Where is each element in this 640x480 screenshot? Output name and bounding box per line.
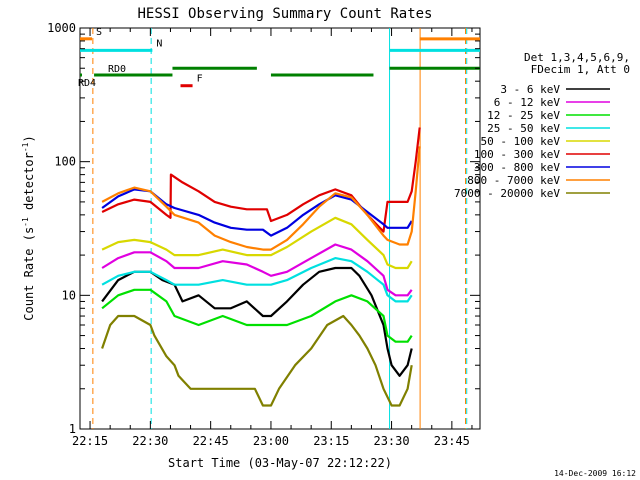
- legend-entry-label: 100 - 300 keV: [474, 148, 560, 161]
- series-line: [101, 188, 413, 237]
- series-line: [101, 243, 413, 297]
- x-tick-label: 23:00: [253, 434, 289, 448]
- legend-entry-label: 25 - 50 keV: [487, 122, 560, 135]
- axes: 22:15 22:30 22:45 23:00 23:15 23:30 23:45 1 10 10…: [47, 21, 480, 448]
- legend-entry-label: 800 - 7000 keV: [467, 174, 560, 187]
- y-axis-label-end: ): [22, 135, 36, 142]
- observing-flags: S N F RD0 RD4: [78, 27, 480, 89]
- legend-entry-label: 50 - 100 keV: [481, 135, 561, 148]
- flag-label: F: [197, 74, 203, 85]
- legend-header: FDecim 1, Att 0: [531, 63, 630, 76]
- series-line: [101, 216, 413, 270]
- y-axis-label-mid: detector: [22, 152, 36, 217]
- series-line: [101, 257, 413, 303]
- x-tick-label: 23:15: [313, 434, 349, 448]
- legend-entry-label: 12 - 25 keV: [487, 109, 560, 122]
- x-tick-label: 23:45: [434, 434, 470, 448]
- legend-entry-label: 6 - 12 keV: [494, 96, 561, 109]
- y-tick-label: 1000: [47, 21, 76, 35]
- flag-label: N: [156, 38, 162, 49]
- series-line: [101, 288, 413, 343]
- legend-header: Det 1,3,4,5,6,9,: [524, 51, 630, 64]
- y-axis-label-sup2: -1: [21, 142, 30, 152]
- flag-label: RD4: [78, 78, 96, 89]
- legend-entry-label: 7000 - 20000 keV: [454, 187, 560, 200]
- y-axis-label-sup1: -1: [21, 217, 30, 227]
- x-tick-label: 22:15: [72, 434, 108, 448]
- chart-title: HESSI Observing Summary Count Rates: [137, 6, 432, 22]
- y-axis-label-main: Count Rate (s: [22, 227, 36, 321]
- series-line: [101, 127, 421, 233]
- y-tick-label: 1: [69, 422, 76, 436]
- y-tick-label: 10: [62, 288, 76, 302]
- y-tick-label: 100: [54, 155, 76, 169]
- legend-entry-label: 3 - 6 keV: [500, 83, 560, 96]
- plot-frame: [79, 27, 481, 430]
- legend: Det 1,3,4,5,6,9,FDecim 1, Att 0 3 - 6 keV…: [454, 51, 630, 200]
- series-line: [101, 314, 413, 407]
- x-tick-label: 22:45: [193, 434, 229, 448]
- flag-label: RD0: [108, 64, 126, 75]
- legend-entry-label: 300 - 800 keV: [474, 161, 560, 174]
- series-line: [101, 146, 421, 251]
- flag-label: S: [96, 27, 102, 38]
- footer-datestamp: 14-Dec-2009 16:12: [554, 469, 636, 478]
- x-tick-label: 22:30: [132, 434, 168, 448]
- x-axis-label: Start Time (03-May-07 22:12:22): [168, 456, 392, 470]
- x-tick-label: 23:30: [373, 434, 409, 448]
- series-group: [101, 127, 421, 407]
- series-line: [101, 266, 413, 377]
- y-axis-label: Count Rate (s-1 detector-1): [21, 135, 36, 320]
